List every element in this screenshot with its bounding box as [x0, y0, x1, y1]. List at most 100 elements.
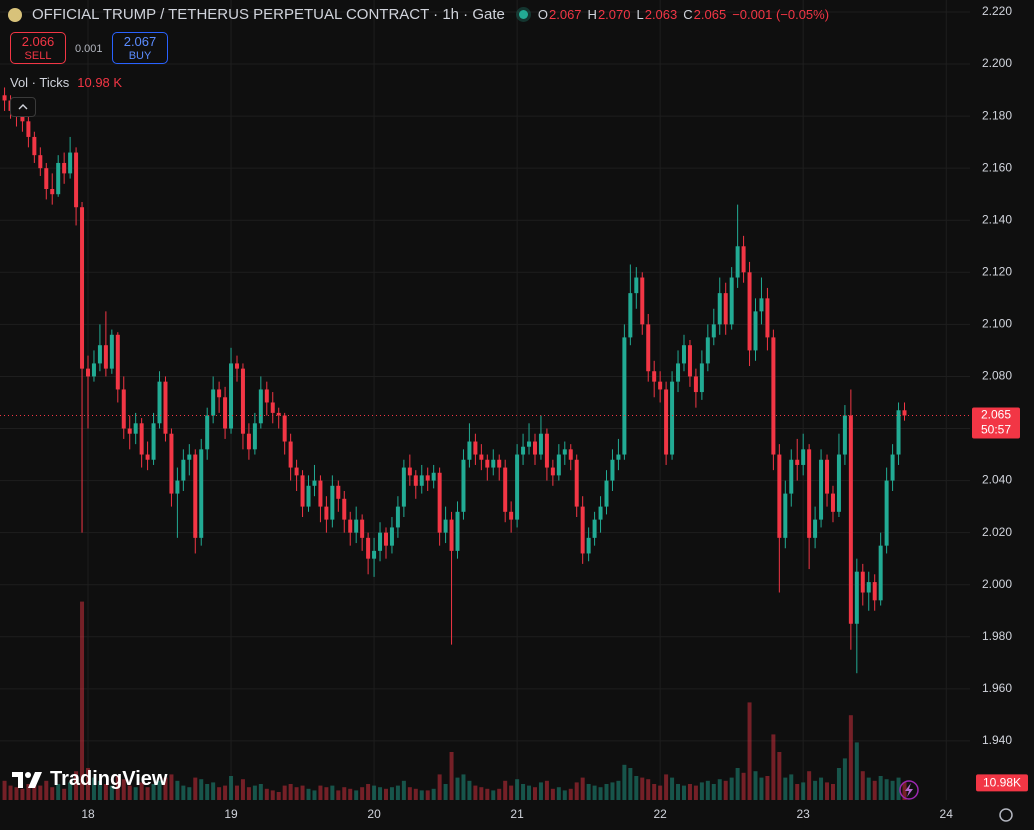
volume-bar [848, 715, 853, 800]
volume-bar [783, 777, 788, 800]
candle-body [532, 441, 537, 455]
buy-button[interactable]: 2.067 BUY [112, 32, 168, 64]
candle-body [181, 459, 186, 481]
ohlc-key: C [683, 7, 693, 22]
ohlc-key: H [587, 7, 597, 22]
sell-label: SELL [24, 50, 52, 62]
volume-bar [449, 752, 454, 800]
volume-bar [646, 779, 651, 800]
candle-body [592, 519, 597, 538]
candle-body [711, 324, 716, 338]
candle-body [759, 298, 764, 312]
candle-body [884, 480, 889, 546]
countdown: 50:57 [981, 423, 1011, 437]
volume-bar [664, 774, 669, 800]
volume-bar [789, 774, 794, 800]
volume-bar [491, 790, 496, 800]
settings-icon[interactable] [999, 808, 1013, 822]
volume-bar [753, 771, 758, 800]
volume-bar [509, 785, 514, 800]
alert-icon[interactable] [899, 780, 919, 800]
candle-body [515, 454, 520, 520]
candle-body [360, 519, 365, 538]
candle-body [169, 433, 174, 494]
volume-bar [670, 777, 675, 800]
volume-bar [115, 776, 120, 800]
volume-bar [306, 788, 311, 800]
volume-bar [151, 784, 156, 800]
candle-body [246, 433, 251, 450]
volume-bar [217, 787, 222, 800]
y-tick-label: 2.200 [982, 56, 1012, 70]
candle-body [205, 415, 210, 450]
x-tick-label: 20 [367, 807, 381, 821]
volume-bar [532, 787, 537, 800]
candle-body [735, 246, 740, 278]
volume-bar [467, 780, 472, 800]
candle-body [437, 472, 442, 533]
volume-bar [318, 785, 323, 800]
volume-bar [830, 784, 835, 800]
volume-badge-label: 10.98K [983, 776, 1021, 790]
volume-bar [580, 777, 585, 800]
logo-part [12, 771, 23, 788]
volume-bar [723, 780, 728, 800]
volume-bar [604, 784, 609, 800]
volume-bar [503, 780, 508, 800]
volume-bar [705, 780, 710, 800]
volume-bar [616, 780, 621, 800]
volume-bar [121, 779, 126, 800]
collapse-button[interactable] [10, 97, 36, 117]
candle-body [348, 519, 353, 533]
volume-bar [354, 790, 359, 800]
candle-body [676, 363, 681, 382]
candle-body [527, 441, 532, 447]
volume-bar [485, 788, 490, 800]
sell-button[interactable]: 2.066 SELL [10, 32, 66, 64]
candle-body [217, 389, 222, 398]
volume-bar [68, 782, 73, 800]
ohlc-value: 2.070 [597, 7, 631, 22]
volume-bar [127, 785, 132, 800]
volume-bar [640, 777, 645, 800]
volume-bar [50, 787, 55, 800]
candle-body [407, 467, 412, 476]
candle-body [890, 454, 895, 481]
volume-bar [437, 774, 442, 800]
volume-bar [109, 785, 114, 800]
volume-bar [473, 785, 478, 800]
y-tick-label: 2.100 [982, 317, 1012, 331]
axes: 1.9401.9601.9802.0002.0202.0402.0602.080… [0, 4, 1028, 821]
symbol-icon [8, 7, 22, 22]
last-price-badge [972, 407, 1020, 439]
volume-bar [747, 702, 752, 800]
candle-body [419, 475, 424, 486]
volume-bar [294, 787, 299, 800]
volume-bar [836, 768, 841, 800]
candle-body [634, 277, 639, 294]
candle-body [622, 337, 627, 455]
candle-body [449, 519, 454, 551]
logo-part [28, 771, 42, 788]
buy-price: 2.067 [123, 34, 157, 49]
candle-body [431, 472, 436, 481]
candle-body [193, 454, 198, 538]
candle-body [729, 277, 734, 325]
candle-body [562, 449, 567, 455]
volume-bar [693, 785, 698, 800]
candle-body [74, 152, 79, 208]
candle-body [145, 454, 150, 460]
volume-bar [902, 782, 907, 800]
volume-bar [366, 784, 371, 800]
candle-body [318, 480, 323, 507]
x-tick-label: 21 [510, 807, 524, 821]
candle-body [50, 189, 55, 195]
collapse-icon [18, 104, 28, 110]
candle-body [765, 298, 770, 338]
candle-body [294, 467, 299, 476]
candle-body [336, 485, 341, 499]
buy-label: BUY [128, 50, 152, 62]
candle-body [586, 537, 591, 554]
candle-body [878, 545, 883, 601]
